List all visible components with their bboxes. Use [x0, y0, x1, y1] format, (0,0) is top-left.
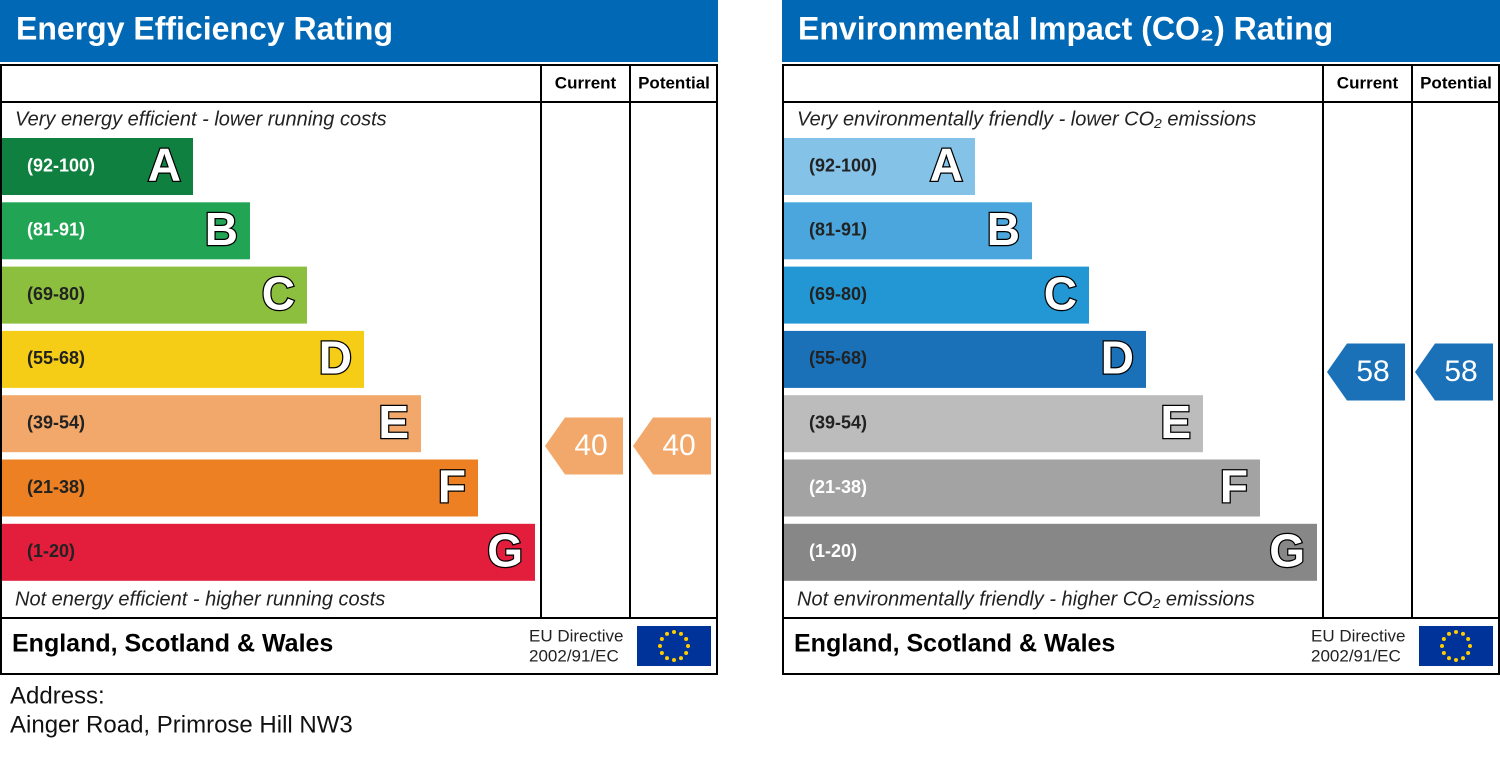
flag-star	[658, 644, 662, 648]
band	[784, 138, 975, 195]
band	[2, 202, 250, 260]
flag-star	[1447, 656, 1451, 661]
panel-title: Energy Efficiency Rating	[16, 10, 393, 46]
flag-star	[1461, 631, 1465, 636]
band	[2, 138, 193, 195]
band-range: (39-54)	[27, 412, 85, 432]
rating-value: 58	[1356, 355, 1389, 388]
column-header: Current	[555, 73, 617, 92]
band-letter: C	[262, 267, 295, 319]
flag-star	[684, 637, 689, 641]
band-range: (21-38)	[809, 477, 867, 497]
rating-arrow	[1415, 343, 1493, 401]
band	[784, 330, 1146, 388]
address-label: Address:	[10, 682, 105, 709]
band-letter: G	[487, 524, 523, 576]
flag-star	[1466, 651, 1471, 655]
flag-star	[659, 637, 664, 641]
band-range: (92-100)	[809, 155, 877, 175]
band-range: (69-80)	[27, 284, 85, 304]
band-letter: B	[205, 203, 238, 255]
band-range: (1-20)	[809, 541, 857, 561]
band-range: (55-68)	[27, 348, 85, 368]
band	[2, 523, 535, 581]
band-letter: F	[438, 460, 466, 512]
directive: 2002/91/EC	[1311, 646, 1401, 665]
column-header: Current	[1337, 73, 1399, 92]
band-range: (21-38)	[27, 477, 85, 497]
top-note: Very energy efficient - lower running co…	[15, 108, 387, 130]
flag-star	[1441, 637, 1446, 641]
bottom-note: Not energy efficient - higher running co…	[15, 588, 385, 610]
band-range: (1-20)	[27, 541, 75, 561]
rating-value: 40	[574, 429, 607, 462]
band	[784, 266, 1089, 324]
band-letter: G	[1269, 524, 1305, 576]
band	[2, 459, 478, 517]
band	[784, 523, 1317, 581]
flag-star	[679, 656, 683, 661]
band-letter: E	[378, 396, 409, 448]
band-letter: E	[1160, 396, 1191, 448]
directive: EU Directive	[1311, 626, 1405, 645]
top-note: Very environmentally friendly - lower CO…	[797, 108, 1256, 130]
rating-arrow	[1327, 343, 1405, 401]
band	[784, 202, 1032, 260]
panel-title: Environmental Impact (CO₂) Rating	[798, 10, 1333, 46]
flag-star	[1466, 637, 1471, 641]
band	[2, 330, 364, 388]
flag-star	[665, 631, 669, 636]
flag-star	[686, 644, 690, 648]
flag-star	[1454, 658, 1458, 662]
band-range: (39-54)	[809, 412, 867, 432]
flag-star	[1468, 644, 1472, 648]
flag-star	[1461, 656, 1465, 661]
band-letter: A	[930, 139, 963, 191]
band-letter: C	[1044, 267, 1077, 319]
band-range: (55-68)	[809, 348, 867, 368]
band	[784, 395, 1203, 453]
directive: EU Directive	[529, 626, 623, 645]
rating-arrow	[545, 417, 623, 475]
column-header: Potential	[1420, 73, 1492, 92]
flag-star	[1447, 631, 1451, 636]
band-range: (69-80)	[809, 284, 867, 304]
band-letter: D	[319, 332, 352, 384]
footer-region: England, Scotland & Wales	[794, 630, 1115, 658]
band	[2, 395, 421, 453]
band	[784, 459, 1260, 517]
band-range: (92-100)	[27, 155, 95, 175]
rating-arrow	[633, 417, 711, 475]
column-header: Potential	[638, 73, 710, 92]
band	[2, 266, 307, 324]
flag-star	[672, 658, 676, 662]
flag-star	[679, 631, 683, 636]
flag-star	[1440, 644, 1444, 648]
address-value: Ainger Road, Primrose Hill NW3	[10, 711, 353, 738]
flag-star	[665, 656, 669, 661]
directive: 2002/91/EC	[529, 646, 619, 665]
band-letter: B	[987, 203, 1020, 255]
flag-star	[1454, 630, 1458, 634]
band-range: (81-91)	[27, 220, 85, 240]
bottom-note: Not environmentally friendly - higher CO…	[797, 588, 1255, 610]
title-bar	[0, 0, 718, 62]
title-bar	[782, 0, 1500, 62]
flag-star	[672, 630, 676, 634]
rating-value: 40	[662, 429, 695, 462]
flag-star	[659, 651, 664, 655]
footer-region: England, Scotland & Wales	[12, 630, 333, 658]
flag-star	[684, 651, 689, 655]
band-letter: F	[1220, 460, 1248, 512]
band-letter: D	[1101, 332, 1134, 384]
band-range: (81-91)	[809, 220, 867, 240]
flag-star	[1441, 651, 1446, 655]
band-letter: A	[148, 139, 181, 191]
rating-value: 58	[1444, 355, 1477, 388]
